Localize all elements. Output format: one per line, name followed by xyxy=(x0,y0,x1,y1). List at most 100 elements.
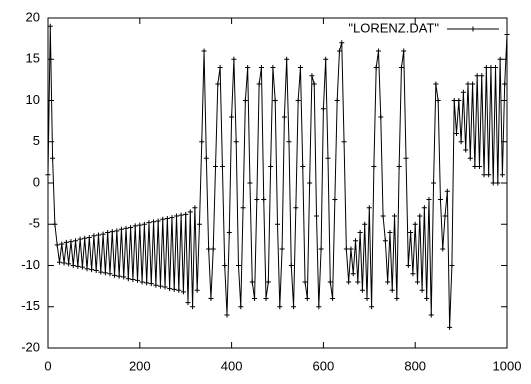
point-marker xyxy=(222,263,228,268)
point-marker xyxy=(206,246,212,252)
point-marker xyxy=(437,197,443,202)
point-marker xyxy=(419,287,425,293)
point-marker xyxy=(456,98,462,103)
point-marker xyxy=(176,287,182,293)
point-marker xyxy=(327,279,333,285)
point-marker xyxy=(231,56,237,62)
x-tick-label: 800 xyxy=(404,358,426,373)
point-marker xyxy=(75,263,81,269)
point-marker xyxy=(59,241,65,247)
point-marker xyxy=(350,271,356,277)
point-marker xyxy=(504,32,510,37)
point-marker xyxy=(431,180,437,186)
point-marker xyxy=(194,287,200,293)
point-marker xyxy=(61,260,67,266)
point-marker xyxy=(336,48,342,54)
point-marker xyxy=(366,205,372,211)
point-marker xyxy=(91,233,97,239)
point-marker xyxy=(268,164,274,169)
point-marker xyxy=(362,221,368,227)
point-marker xyxy=(210,246,216,252)
point-marker xyxy=(157,283,163,289)
point-marker xyxy=(199,139,205,145)
point-marker xyxy=(203,155,209,161)
point-marker xyxy=(284,56,290,62)
point-marker xyxy=(252,296,258,301)
point-marker xyxy=(272,98,278,103)
point-marker xyxy=(417,213,423,219)
y-tick-label: 20 xyxy=(26,9,40,24)
point-marker xyxy=(279,246,285,252)
point-marker xyxy=(185,300,191,306)
x-tick-label: 200 xyxy=(129,358,151,373)
point-marker xyxy=(353,238,359,244)
point-marker xyxy=(286,139,292,145)
point-marker xyxy=(314,213,320,219)
point-marker xyxy=(66,261,72,267)
point-marker xyxy=(261,197,267,202)
point-marker xyxy=(320,106,326,112)
x-tick-label: 0 xyxy=(44,358,51,373)
point-marker xyxy=(387,230,393,235)
point-marker xyxy=(460,89,466,95)
point-marker xyxy=(474,73,480,79)
point-marker xyxy=(258,65,264,70)
point-marker xyxy=(300,164,306,169)
point-marker xyxy=(130,277,136,283)
point-marker xyxy=(242,98,248,103)
point-marker xyxy=(288,263,294,268)
point-marker xyxy=(84,266,90,272)
point-marker xyxy=(316,304,322,310)
point-marker xyxy=(144,280,150,286)
point-marker xyxy=(98,269,104,275)
point-marker xyxy=(295,98,301,103)
point-marker xyxy=(215,81,221,87)
point-marker xyxy=(302,279,308,285)
x-tick-label: 1000 xyxy=(493,358,522,373)
point-marker xyxy=(121,274,127,280)
point-marker xyxy=(499,172,505,178)
point-marker xyxy=(93,267,99,273)
point-marker xyxy=(454,131,460,136)
point-marker xyxy=(112,272,118,278)
point-marker xyxy=(128,225,134,231)
point-marker xyxy=(414,279,420,285)
point-marker xyxy=(47,23,53,29)
point-marker xyxy=(463,147,469,153)
point-marker xyxy=(213,164,219,169)
point-marker xyxy=(109,229,115,235)
point-marker xyxy=(187,209,193,215)
point-marker xyxy=(275,221,280,227)
point-marker xyxy=(201,48,207,54)
point-marker xyxy=(132,223,138,229)
point-marker xyxy=(490,180,496,186)
point-marker xyxy=(481,172,487,178)
point-marker xyxy=(442,213,448,219)
point-marker xyxy=(63,239,69,245)
point-marker xyxy=(323,56,329,62)
point-marker xyxy=(348,246,354,252)
point-marker xyxy=(424,296,430,301)
point-marker xyxy=(403,155,409,161)
point-marker xyxy=(148,281,154,287)
point-marker xyxy=(433,81,439,87)
point-marker xyxy=(394,296,400,301)
point-marker xyxy=(389,287,395,293)
y-tick-label: -5 xyxy=(28,216,40,231)
point-marker xyxy=(502,81,508,87)
point-marker xyxy=(355,279,361,285)
point-marker xyxy=(470,81,476,87)
point-marker xyxy=(359,287,365,293)
point-marker xyxy=(73,238,79,244)
point-marker xyxy=(373,65,379,70)
point-marker xyxy=(486,172,492,178)
point-marker xyxy=(369,304,375,310)
point-marker xyxy=(495,180,501,186)
point-marker xyxy=(52,221,58,227)
point-marker xyxy=(107,271,113,277)
point-marker xyxy=(160,216,166,222)
point-marker xyxy=(497,56,503,62)
y-tick-label: 0 xyxy=(33,174,40,189)
y-tick-label: -20 xyxy=(21,339,40,354)
